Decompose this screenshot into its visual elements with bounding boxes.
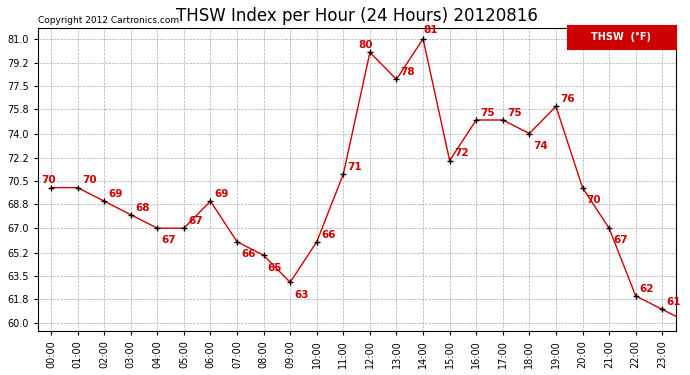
Text: 66: 66: [241, 249, 256, 259]
Text: 65: 65: [268, 262, 282, 273]
Text: 74: 74: [533, 141, 549, 151]
Text: 60: 60: [0, 374, 1, 375]
Text: 72: 72: [454, 148, 469, 158]
Text: 63: 63: [295, 290, 309, 300]
Text: 80: 80: [359, 40, 373, 50]
Text: 75: 75: [480, 108, 495, 118]
Text: 70: 70: [81, 176, 97, 186]
Text: 71: 71: [348, 162, 362, 172]
Text: Copyright 2012 Cartronics.com: Copyright 2012 Cartronics.com: [38, 16, 179, 25]
Text: 67: 67: [161, 236, 176, 246]
Title: THSW Index per Hour (24 Hours) 20120816: THSW Index per Hour (24 Hours) 20120816: [176, 7, 538, 25]
Text: 61: 61: [667, 297, 681, 307]
Text: 70: 70: [41, 176, 56, 186]
Text: 67: 67: [188, 216, 203, 226]
Text: 62: 62: [640, 284, 654, 294]
Text: 70: 70: [586, 195, 601, 205]
Text: 68: 68: [135, 202, 150, 213]
Text: 78: 78: [401, 67, 415, 77]
Text: 69: 69: [108, 189, 123, 199]
Text: 67: 67: [613, 236, 628, 246]
Text: 69: 69: [215, 189, 229, 199]
Text: 66: 66: [321, 230, 335, 240]
Text: 75: 75: [507, 108, 522, 118]
Text: 76: 76: [560, 94, 575, 104]
Text: 81: 81: [423, 25, 437, 35]
